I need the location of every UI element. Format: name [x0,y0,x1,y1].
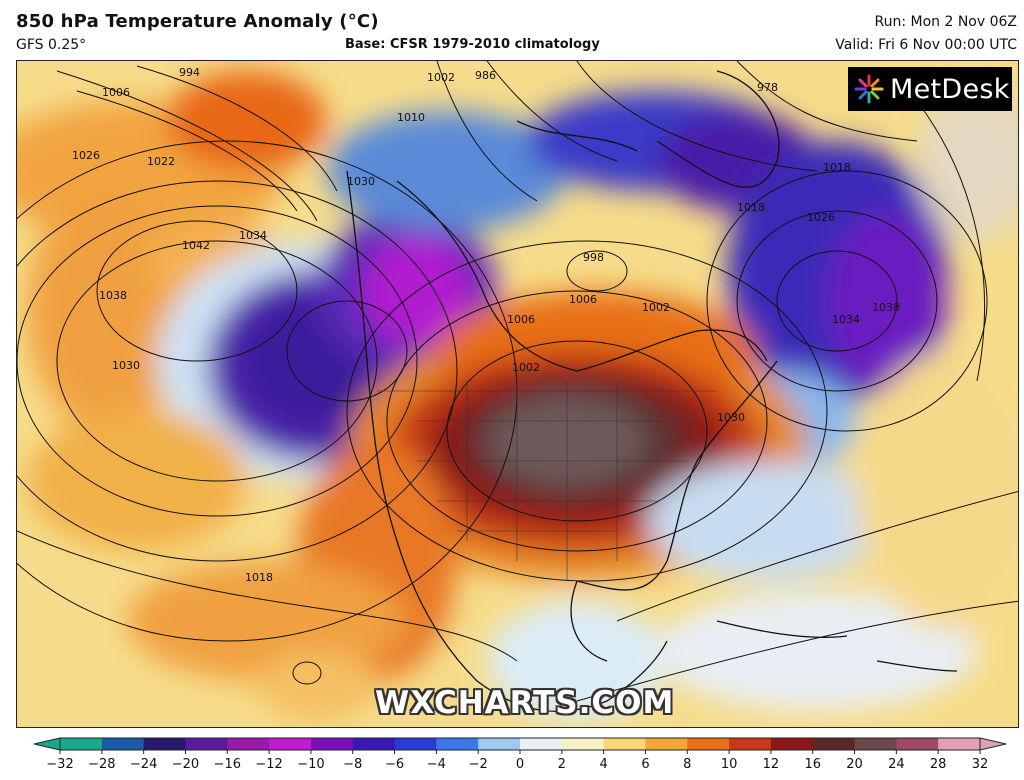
colorbar-segment [938,738,981,750]
colorbar-tick-label: 28 [930,757,947,772]
colorbar-tick-label: −6 [385,757,404,772]
isobar-label: 1018 [245,571,273,584]
colorbar-segment [478,738,521,750]
coastlines [346,70,958,712]
isobar-label: 1010 [397,111,425,124]
isobar-label: 1018 [737,201,765,214]
isobar-label: 1034 [832,313,860,326]
colorbar-tick-label: 6 [641,757,649,772]
colorbar-tick-label: 32 [972,757,989,772]
valid-time-label: Valid: Fri 6 Nov 00:00 UTC [835,37,1017,53]
isobar-label: 1026 [807,211,835,224]
colorbar-tick-label: 0 [516,757,524,772]
model-label: GFS 0.25° [16,37,87,53]
run-time-label: Run: Mon 2 Nov 06Z [874,14,1017,30]
colorbar-tick-label: −4 [427,757,446,772]
colorbar-tick-label: −2 [469,757,488,772]
colorbar-segment [436,738,479,750]
colorbar-segment [729,738,772,750]
isobar-label: 1002 [512,361,540,374]
colorbar-segment [561,738,605,750]
chart-title: 850 hPa Temperature Anomaly (°C) [16,11,379,32]
anomaly-map: 994 1006 986 1002 1010 978 1026 1022 103… [16,60,1019,728]
isobar-label: 1002 [427,71,455,84]
colorbar-segment [394,738,437,750]
isobar-label: 1030 [112,359,140,372]
colorbar-tick-label: −28 [88,757,115,772]
colorbar-segment [185,738,228,750]
colorbar: −32 −28 −24 −20 −16 −12 −10 −8 −6 −4 −2 0 2 4 6 8 10 12 16… [30,736,1010,776]
logo-text: MetDesk [890,73,1010,105]
colorbar-tick-label: 24 [888,757,905,772]
isobar-label: 1030 [717,411,745,424]
colorbar-segment [812,738,856,750]
colorbar-segment [896,738,939,750]
isobar-label: 1006 [569,293,597,306]
climatology-base-label: Base: CFSR 1979-2010 climatology [345,37,600,52]
anomaly-field [17,71,1018,721]
colorbar-tick-label: 12 [763,757,780,772]
colorbar-segment [520,738,563,750]
colorbar-segment [603,738,646,750]
colorbar-segment [101,738,145,750]
isobar-label: 1038 [872,301,900,314]
isobar-label: 1042 [182,239,210,252]
isobar-label: 1002 [642,301,670,314]
colorbar-tick-label: 2 [558,757,566,772]
isobar-label: 998 [583,251,604,264]
colorbar-segment [310,738,354,750]
isobar-labels: 994 1006 986 1002 1010 978 1026 1022 103… [72,66,900,584]
colorbar-tick-label: −12 [255,757,282,772]
colorbar-tick-label: 4 [599,757,607,772]
colorbar-min-arrow [33,737,61,751]
colorbar-segment [770,738,814,750]
colorbar-segment [143,738,186,750]
state-borders [377,381,717,581]
colorbar-tick-label: −16 [214,757,241,772]
isobar-label: 1022 [147,155,175,168]
colorbar-tick-label: 20 [846,757,863,772]
isobar-label: 1006 [507,313,535,326]
colorbar-tick-label: 10 [721,757,738,772]
colorbar-segment [269,738,312,750]
isobar-label: 1038 [99,289,127,302]
chart-header: 850 hPa Temperature Anomaly (°C) GFS 0.2… [0,0,1024,60]
colorbar-segment [60,738,103,750]
colorbar-segment [687,738,730,750]
metdesk-burst-icon [854,74,884,104]
colorbar-max-arrow [979,737,1007,751]
colorbar-tick-label: 16 [804,757,821,772]
isobar-label: 978 [757,81,778,94]
colorbar-tick-label: −32 [46,757,73,772]
isobar-label: 1026 [72,149,100,162]
isobar-label: 994 [179,66,200,79]
colorbar-segment [227,738,270,750]
metdesk-logo: MetDesk [848,67,1012,111]
isobar-label: 1006 [102,86,130,99]
colorbar-segment [352,738,396,750]
colorbar-segment [854,738,897,750]
colorbar-tick-label: −24 [130,757,157,772]
colorbar-tick-label: 8 [683,757,691,772]
wxcharts-watermark: WXCHARTS.COM [375,685,675,721]
map-canvas: 994 1006 986 1002 1010 978 1026 1022 103… [17,61,1018,727]
isobar-label: 1030 [347,175,375,188]
colorbar-svg: −32 −28 −24 −20 −16 −12 −10 −8 −6 −4 −2 0 2 4 6 8 10 12 16… [33,737,1007,772]
isobar-label: 986 [475,69,496,82]
colorbar-tick-label: −10 [297,757,324,772]
colorbar-segment [645,738,688,750]
isobar-label: 1034 [239,229,267,242]
colorbar-tick-label: −20 [172,757,199,772]
colorbar-tick-label: −8 [343,757,362,772]
isobar-label: 1018 [823,161,851,174]
